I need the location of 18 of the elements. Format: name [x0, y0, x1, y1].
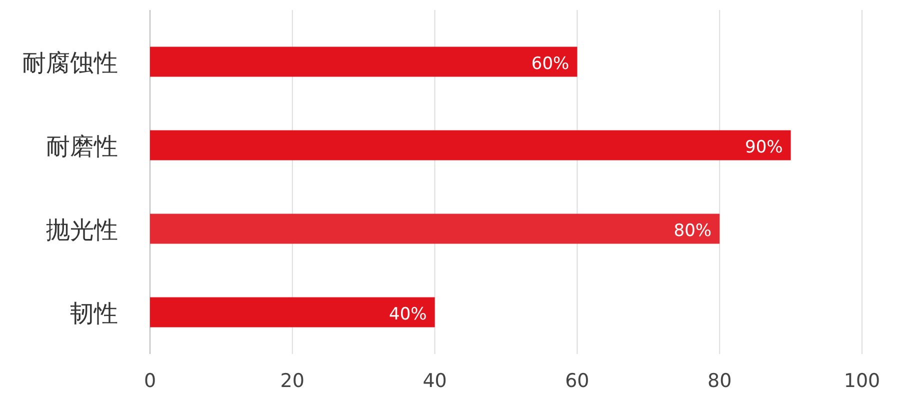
y-tick-label: 耐磨性: [46, 132, 118, 160]
x-tick-label: 60: [565, 370, 590, 392]
x-tick-label: 40: [422, 370, 447, 392]
bar: [150, 297, 435, 328]
y-tick-label: 耐腐蚀性: [22, 48, 118, 77]
bar: [150, 214, 720, 244]
y-tick-label: 韧性: [70, 299, 118, 328]
x-tick-label: 100: [844, 370, 880, 392]
y-tick-label: 抛光性: [46, 216, 118, 244]
data-label: 60%: [531, 54, 570, 74]
x-tick-label: 20: [280, 370, 304, 392]
bar: [150, 130, 791, 160]
x-tick-label: 80: [708, 370, 732, 392]
data-label: 90%: [745, 137, 783, 158]
x-tick-label: 0: [144, 370, 156, 392]
data-label: 40%: [389, 304, 427, 324]
bar: [150, 46, 578, 77]
data-label: 80%: [674, 220, 712, 241]
